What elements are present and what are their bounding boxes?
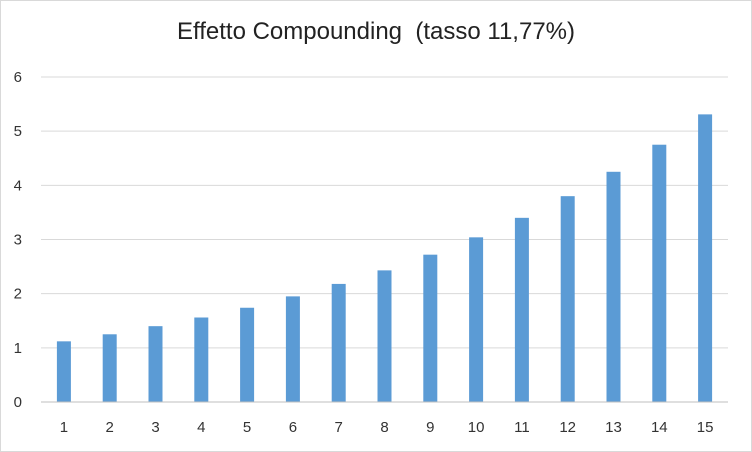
y-tick-label: 3: [14, 232, 22, 249]
bar: [652, 144, 667, 403]
bar: [56, 341, 71, 402]
bars: [56, 114, 713, 403]
bar: [240, 307, 255, 402]
bar: [560, 196, 575, 402]
bar: [423, 254, 438, 402]
bar: [469, 237, 484, 402]
bar: [194, 317, 209, 402]
x-tick-label: 6: [289, 419, 297, 436]
x-tick-label: 3: [151, 419, 159, 436]
x-tick-label: 8: [380, 419, 388, 436]
x-tick-label: 5: [243, 419, 251, 436]
y-tick-labels: 0 1 2 3 4 5 6: [14, 69, 22, 411]
x-tick-label: 11: [514, 419, 530, 436]
bar: [148, 326, 163, 402]
bar: [606, 171, 621, 402]
x-tick-label: 1: [60, 419, 68, 436]
x-tick-labels: 1 2 3 4 5 6 7 8 9 10 11 12 13 14 15: [60, 419, 714, 436]
y-tick-label: 1: [14, 340, 22, 357]
x-tick-label: 12: [559, 419, 576, 436]
x-tick-label: 10: [468, 419, 485, 436]
y-tick-label: 6: [14, 69, 22, 86]
bar: [377, 270, 392, 402]
x-tick-label: 9: [426, 419, 434, 436]
y-tick-label: 5: [14, 123, 22, 140]
x-tick-label: 15: [697, 419, 714, 436]
y-tick-label: 2: [14, 286, 22, 303]
x-tick-label: 14: [651, 419, 668, 436]
bar: [514, 217, 529, 402]
x-tick-label: 13: [605, 419, 622, 436]
bar: [698, 114, 713, 402]
bar: [285, 296, 300, 402]
bar: [102, 334, 117, 402]
chart-title: Effetto Compounding (tasso 11,77%): [176, 18, 575, 45]
y-tick-label: 4: [14, 177, 22, 194]
x-tick-label: 2: [106, 419, 114, 436]
x-tick-label: 7: [335, 419, 343, 436]
y-tick-label: 0: [14, 394, 22, 411]
x-tick-label: 4: [197, 419, 205, 436]
bar: [331, 283, 346, 402]
